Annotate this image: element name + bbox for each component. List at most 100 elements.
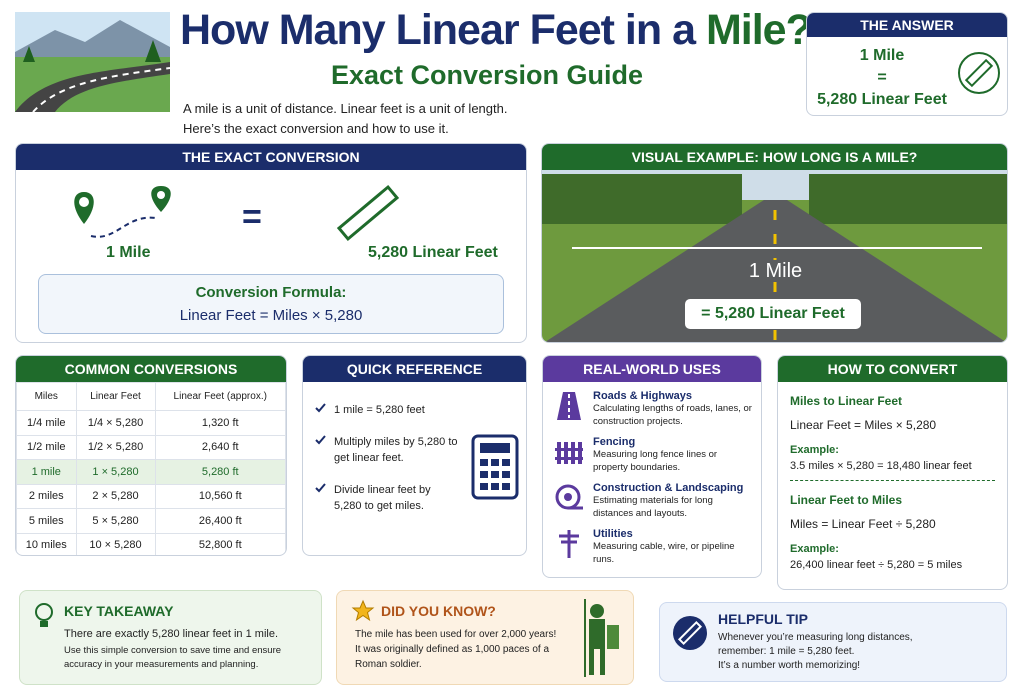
use-item: Fencing Measuring long fence lines or pro… — [555, 436, 753, 474]
table-cell: 5 × 5,280 — [75, 508, 156, 534]
example: 26,400 linear feet ÷ 5,280 = 5 miles — [790, 559, 963, 571]
table-cell: 1/2 mile — [16, 434, 77, 460]
tip-icon — [673, 616, 707, 650]
table-cell: 10 × 5,280 — [75, 532, 156, 555]
didyouknow-title: DID YOU KNOW? — [381, 603, 496, 619]
convert-formula: Linear Feet = Miles × 5,280 — [790, 418, 937, 432]
mile-label: 1 Mile — [740, 260, 811, 282]
formula: Linear Feet = Miles × 5,280 — [179, 307, 363, 324]
exact-box: THE EXACT CONVERSION 1 Mile = 5,280 Line… — [15, 143, 527, 343]
quick-heading: QUICK REFERENCE — [303, 356, 526, 382]
bulb-icon — [35, 603, 53, 627]
use-icon — [557, 392, 581, 420]
quick-box: QUICK REFERENCE 1 mile = 5,280 feet Multi… — [302, 355, 527, 556]
answer-line: 1 Mile — [859, 47, 905, 64]
example: 3.5 miles × 5,280 = 18,480 linear feet — [790, 460, 972, 472]
common-heading: COMMON CONVERSIONS — [16, 356, 286, 382]
star-icon — [351, 599, 375, 622]
title: How Many Linear Feet in a Mile? — [180, 6, 812, 55]
table-cell: 1/4 mile — [16, 410, 77, 436]
subtitle: Exact Conversion Guide — [330, 60, 644, 90]
pin-icon — [74, 186, 171, 238]
table-cell: 2 × 5,280 — [75, 483, 156, 509]
table-row: 1 mile 1 × 5,280 5,280 ft — [16, 459, 286, 485]
exact-equals: = — [242, 198, 262, 236]
table-row: 1/4 mile 1/4 × 5,280 1,320 ft — [16, 410, 286, 436]
table-cell: 1/2 × 5,280 — [75, 434, 156, 460]
use-text: Estimating materials for long distances … — [593, 495, 713, 519]
takeaway-box: KEY TAKEAWAY There are exactly 5,280 lin… — [19, 590, 322, 685]
use-text: Measuring cable, wire, or pipeline runs. — [593, 541, 735, 565]
check-icon — [315, 403, 326, 413]
table-row: 2 miles 2 × 5,280 10,560 ft — [16, 483, 286, 509]
fact-line: The mile has been used for over 2,000 ye… — [355, 629, 557, 640]
quick-item: 1 mile = 5,280 feet — [315, 402, 460, 418]
quick-text: Divide linear feet by 5,280 to get miles… — [334, 484, 431, 512]
column-header: Miles — [16, 382, 77, 411]
formula-box: Conversion Formula: Linear Feet = Miles … — [38, 274, 504, 334]
quick-text: 1 mile = 5,280 feet — [334, 404, 425, 416]
table-cell: 5 miles — [16, 508, 77, 534]
uses-heading: REAL-WORLD USES — [543, 356, 761, 382]
use-item: Construction & Landscaping Estimating mat… — [555, 482, 753, 520]
use-body: Roads & Highways Calculating lengths of r… — [593, 390, 753, 428]
soldier-icon — [584, 599, 619, 677]
use-text: Calculating lengths of roads, lanes, or … — [593, 403, 752, 427]
table-row: 10 miles 10 × 5,280 52,800 ft — [16, 532, 286, 555]
table-cell: 10,560 ft — [154, 483, 286, 509]
formula-title: Conversion Formula: — [195, 284, 347, 301]
takeaway-title: KEY TAKEAWAY — [64, 603, 174, 619]
check-icon — [315, 483, 326, 493]
tip-box: HELPFUL TIP Whenever you’re measuring lo… — [659, 602, 1007, 682]
table-cell: 1/4 × 5,280 — [75, 410, 156, 436]
use-text: Measuring long fence lines or property b… — [593, 449, 718, 473]
use-icon — [555, 442, 583, 464]
check-icon — [315, 435, 326, 445]
visual-box: VISUAL EXAMPLE: HOW LONG IS A MILE? 1 Mi… — [541, 143, 1008, 343]
use-item: Roads & Highways Calculating lengths of r… — [555, 390, 753, 428]
example-label: Example: — [790, 543, 839, 555]
ruler-icon — [958, 52, 1000, 94]
common-box: COMMON CONVERSIONS Miles Linear Feet Linea… — [15, 355, 287, 556]
title-accent: Mile? — [705, 6, 812, 54]
table-cell: 5,280 ft — [154, 459, 286, 485]
intro: A mile is a unit of distance. Linear fee… — [183, 99, 507, 139]
convert-section: Miles to Linear Feet Linear Feet = Miles … — [778, 394, 1007, 472]
exact-heading: THE EXACT CONVERSION — [16, 144, 526, 170]
title-text: How Many Linear Feet in a — [180, 6, 696, 54]
didyouknow-box: DID YOU KNOW? The mile has been used for… — [336, 590, 634, 685]
tip-line: It’s a number worth memorizing! — [718, 660, 861, 671]
quick-list: 1 mile = 5,280 feet Multiply miles by 5,2… — [303, 382, 526, 514]
table-cell: 26,400 ft — [154, 508, 286, 534]
road-illustration — [15, 12, 170, 112]
tip-text: Whenever you’re measuring long distances… — [718, 631, 938, 673]
intro-line: Here’s the exact conversion and how to u… — [183, 121, 449, 136]
table-row: 5 miles 5 × 5,280 26,400 ft — [16, 508, 286, 534]
fact-line: It was originally defined as 1,000 paces… — [355, 644, 550, 670]
uses-list: Roads & Highways Calculating lengths of r… — [543, 382, 761, 566]
use-body: Fencing Measuring long fence lines or pro… — [593, 436, 753, 474]
common-table: Miles Linear Feet Linear Feet (approx.) 1/4… — [16, 382, 286, 555]
intro-line: A mile is a unit of distance. Linear fee… — [183, 101, 508, 116]
table-cell: 10 miles — [16, 532, 77, 555]
quick-item: Multiply miles by 5,280 to get linear fe… — [315, 434, 460, 466]
quick-text: Multiply miles by 5,280 to get linear fe… — [334, 436, 458, 464]
header-row: Miles Linear Feet Linear Feet (approx.) — [16, 382, 286, 411]
convert-formula: Miles = Linear Feet ÷ 5,280 — [790, 517, 936, 531]
convert-box: HOW TO CONVERT Miles to Linear Feet Linea… — [777, 355, 1008, 590]
use-icon — [559, 530, 579, 558]
convert-section: Linear Feet to Miles Miles = Linear Feet … — [790, 480, 995, 571]
table-cell: 52,800 ft — [154, 532, 286, 555]
table-cell: 2,640 ft — [154, 434, 286, 460]
table-cell: 1,320 ft — [154, 410, 286, 436]
table-row: 1/2 mile 1/2 × 5,280 2,640 ft — [16, 434, 286, 460]
visual-heading: VISUAL EXAMPLE: HOW LONG IS A MILE? — [542, 144, 1007, 170]
quick-item: Divide linear feet by 5,280 to get miles… — [315, 482, 460, 514]
use-title: Utilities — [593, 528, 633, 540]
takeaway-lead: There are exactly 5,280 linear feet in 1… — [64, 628, 279, 640]
takeaway-text: Use this simple conversion to save time … — [64, 645, 282, 670]
use-title: Construction & Landscaping — [593, 482, 744, 494]
feet-badge: = 5,280 Linear Feet — [685, 299, 861, 329]
exact-left: 1 Mile — [106, 244, 151, 261]
